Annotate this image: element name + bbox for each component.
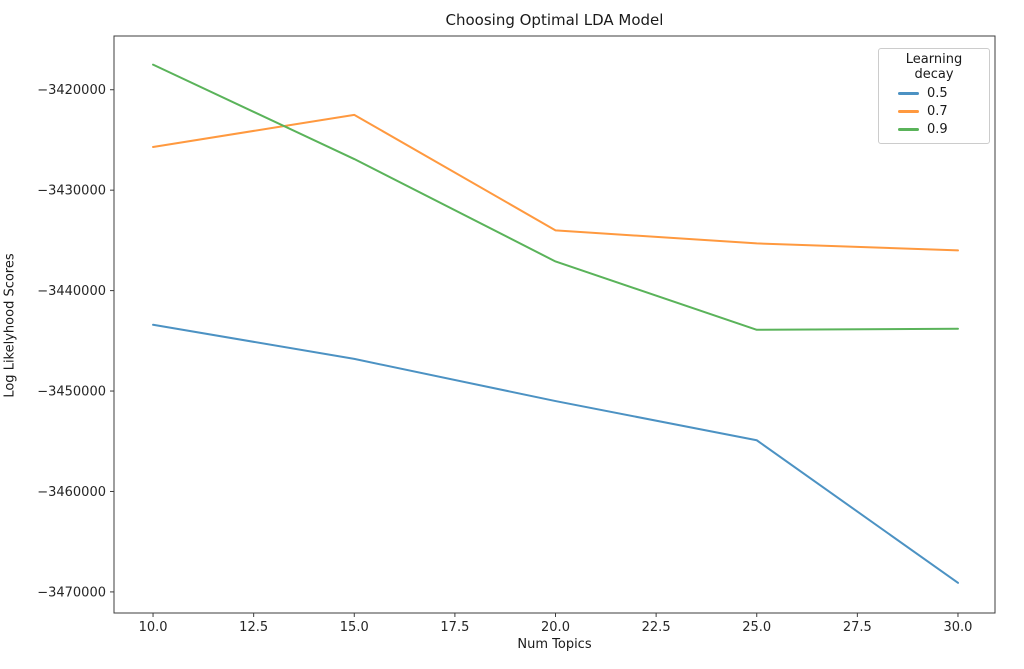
legend-line-swatch bbox=[898, 127, 919, 131]
y-tick-label: −3450000 bbox=[37, 385, 106, 400]
legend-entry: 0.7 bbox=[885, 102, 983, 120]
x-axis-label: Num Topics bbox=[517, 637, 592, 652]
x-tick-label: 15.0 bbox=[340, 620, 369, 635]
y-tick-label: −3440000 bbox=[37, 284, 106, 299]
x-tick-label: 10.0 bbox=[139, 620, 168, 635]
legend-line-swatch bbox=[898, 91, 919, 95]
legend-title: Learning decay bbox=[905, 52, 963, 82]
y-tick-label: −3420000 bbox=[37, 83, 106, 98]
legend-entry-label: 0.9 bbox=[927, 121, 948, 137]
x-tick-label: 27.5 bbox=[843, 620, 872, 635]
legend-entries: 0.5 0.7 0.9 bbox=[885, 84, 983, 138]
legend-entry-label: 0.5 bbox=[927, 85, 948, 101]
y-tick-label: −3430000 bbox=[37, 184, 106, 199]
series-line-0.5 bbox=[152, 323, 959, 584]
legend-entry: 0.9 bbox=[885, 120, 983, 138]
series-line-0.9 bbox=[152, 63, 959, 331]
legend-line-swatch bbox=[898, 109, 919, 113]
x-tick-label: 20.0 bbox=[541, 620, 570, 635]
plot-border bbox=[113, 35, 996, 614]
legend: Learning decay 0.5 0.7 0.9 bbox=[878, 48, 990, 144]
x-tick-label: 22.5 bbox=[642, 620, 671, 635]
legend-entry-label: 0.7 bbox=[927, 103, 948, 119]
legend-entry: 0.5 bbox=[885, 84, 983, 102]
x-tick-label: 17.5 bbox=[440, 620, 469, 635]
series-line-0.7 bbox=[152, 113, 959, 252]
y-axis-label: Log Likelyhood Scores bbox=[2, 253, 18, 398]
y-tick-label: −3470000 bbox=[37, 585, 106, 600]
x-tick-label: 30.0 bbox=[943, 620, 972, 635]
y-tick-label: −3460000 bbox=[37, 485, 106, 500]
chart-title: Choosing Optimal LDA Model bbox=[445, 11, 664, 29]
x-tick-label: 12.5 bbox=[239, 620, 268, 635]
x-tick-label: 25.0 bbox=[742, 620, 771, 635]
